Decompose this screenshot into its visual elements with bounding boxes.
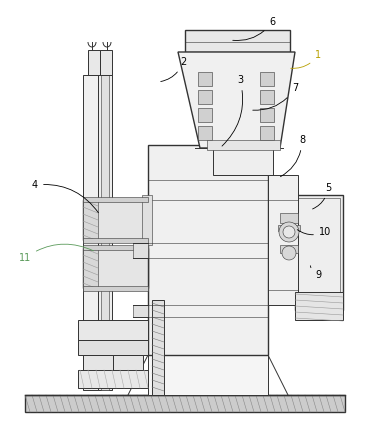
Bar	[207, 140, 280, 150]
Bar	[298, 198, 340, 307]
Bar	[152, 300, 164, 395]
Circle shape	[282, 246, 296, 260]
Bar	[83, 248, 148, 288]
Text: 11: 11	[19, 244, 93, 263]
Circle shape	[283, 226, 295, 238]
Bar	[133, 305, 148, 317]
Bar	[113, 355, 143, 375]
Bar	[83, 197, 148, 202]
Bar	[83, 200, 98, 240]
Text: 2: 2	[161, 57, 186, 81]
Bar	[83, 200, 148, 240]
Bar	[78, 370, 148, 388]
Bar	[260, 126, 274, 140]
Bar	[83, 238, 148, 243]
Bar	[268, 175, 298, 305]
Bar	[83, 245, 148, 250]
Text: 8: 8	[280, 135, 305, 177]
Polygon shape	[178, 52, 295, 148]
Bar	[295, 292, 343, 320]
Text: 1: 1	[291, 50, 321, 68]
Bar	[260, 108, 274, 122]
Bar	[148, 145, 268, 355]
Text: 10: 10	[297, 227, 331, 237]
Bar	[280, 213, 298, 223]
Bar	[78, 320, 148, 340]
Bar	[78, 340, 148, 355]
Bar	[198, 72, 212, 86]
Bar	[260, 72, 274, 86]
Bar	[83, 75, 98, 390]
Bar	[198, 108, 212, 122]
Bar	[280, 245, 298, 253]
Circle shape	[279, 222, 299, 242]
Polygon shape	[185, 52, 195, 62]
Bar	[133, 243, 148, 258]
Bar	[83, 355, 113, 375]
Text: 5: 5	[312, 183, 331, 209]
Bar	[142, 195, 152, 245]
Bar	[213, 145, 273, 175]
Text: 3: 3	[222, 75, 243, 146]
Text: 4: 4	[32, 180, 98, 213]
Bar	[101, 75, 109, 390]
Text: 9: 9	[310, 266, 321, 280]
Bar	[83, 286, 148, 291]
Bar	[198, 90, 212, 104]
Bar	[198, 126, 212, 140]
Bar	[148, 355, 268, 395]
Bar	[295, 195, 343, 310]
Bar	[83, 248, 98, 288]
Bar	[278, 225, 300, 231]
Bar	[260, 90, 274, 104]
Bar	[98, 75, 112, 390]
Bar	[185, 30, 290, 52]
Text: 7: 7	[253, 83, 298, 110]
Text: 6: 6	[233, 17, 275, 41]
Bar	[88, 50, 100, 75]
Bar	[100, 50, 112, 75]
Bar	[25, 395, 345, 412]
